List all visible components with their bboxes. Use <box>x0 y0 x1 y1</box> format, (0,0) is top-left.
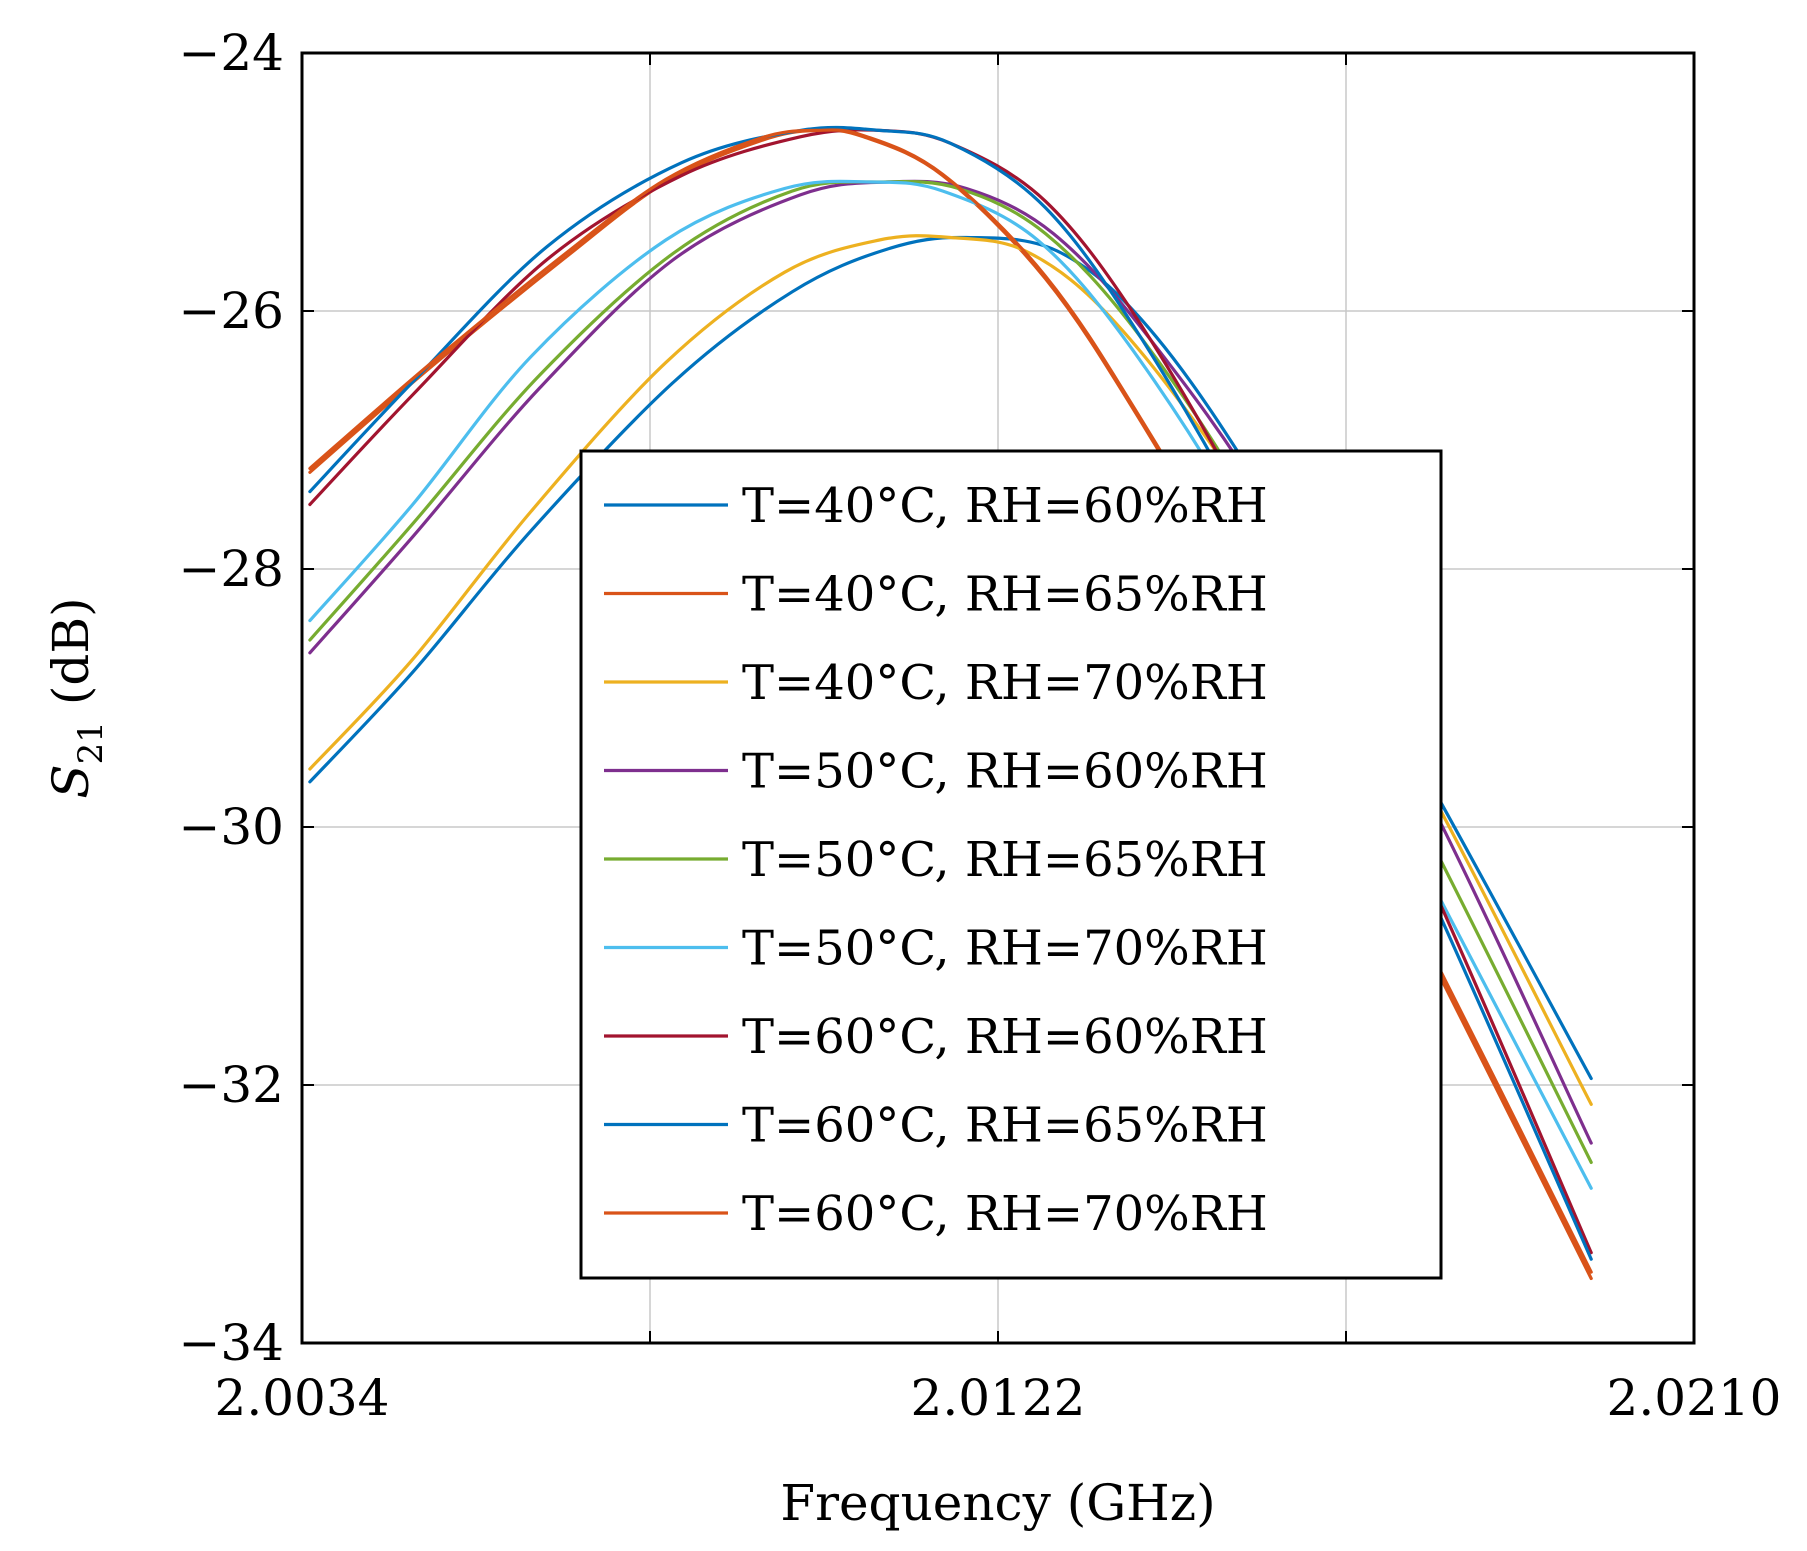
y-tick-label: −32 <box>178 1056 284 1114</box>
legend-label-5: T=50°C, RH=65%RH <box>742 832 1268 888</box>
y-tick-label: −28 <box>178 540 284 598</box>
legend-label-6: T=50°C, RH=70%RH <box>742 921 1268 977</box>
y-axis-title: S21 (dB) <box>42 597 111 798</box>
legend-label-9: T=60°C, RH=70%RH <box>742 1186 1268 1242</box>
y-axis-title-unit: (dB) <box>42 597 100 721</box>
y-tick-label: −30 <box>178 798 284 856</box>
y-tick-label: −34 <box>178 1314 284 1372</box>
legend: T=40°C, RH=60%RH T=40°C, RH=65%RH T=40°C, … <box>579 449 1443 1280</box>
x-tick-label: 2.0210 <box>1607 1369 1782 1427</box>
x-tick-label: 2.0122 <box>911 1369 1086 1427</box>
y-axis-title-sub: 21 <box>71 721 111 764</box>
legend-label-4: T=50°C, RH=60%RH <box>742 744 1268 800</box>
x-tick-labels: 2.0034 2.0122 2.0210 <box>215 1369 1782 1427</box>
x-tick-label: 2.0034 <box>215 1369 390 1427</box>
legend-label-7: T=60°C, RH=60%RH <box>742 1009 1268 1065</box>
legend-box <box>579 449 1443 1280</box>
legend-label-8: T=60°C, RH=65%RH <box>742 1098 1268 1154</box>
legend-label-1: T=40°C, RH=60%RH <box>742 478 1268 534</box>
y-tick-label: −26 <box>178 282 284 340</box>
y-tick-label: −24 <box>178 24 284 82</box>
x-axis-title: Frequency (GHz) <box>780 1474 1215 1532</box>
y-tick-labels: −34 −32 −30 −28 −26 −24 <box>178 24 284 1372</box>
legend-label-3: T=40°C, RH=70%RH <box>742 655 1268 711</box>
y-axis-title-main: S <box>42 764 100 798</box>
ticks <box>301 52 1695 1344</box>
legend-label-2: T=40°C, RH=65%RH <box>742 567 1268 623</box>
